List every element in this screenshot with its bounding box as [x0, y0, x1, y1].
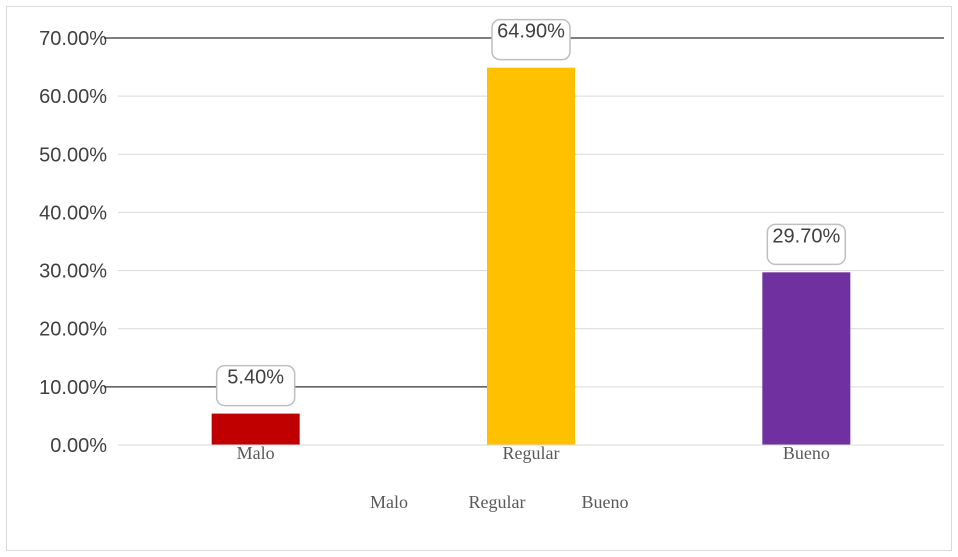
y-tick-label: 60.00% [39, 86, 107, 108]
y-tick-label: 30.00% [39, 261, 107, 283]
data-label-box [766, 223, 847, 266]
data-label: 64.90% [497, 21, 565, 43]
y-tick-label: 10.00% [39, 377, 107, 399]
y-tick-label: 40.00% [39, 202, 107, 224]
bar-bueno [762, 272, 851, 445]
bar-regular [487, 67, 575, 445]
legend-entry: Malo [370, 492, 408, 512]
y-tick-label: 70.00% [39, 28, 107, 50]
y-tick-label: 50.00% [39, 144, 107, 166]
x-tick-label: Malo [237, 443, 275, 463]
y-tick-label: 0.00% [50, 435, 107, 457]
bar-malo [211, 413, 300, 445]
legend-entry: Regular [469, 492, 526, 512]
x-tick-label: Bueno [783, 443, 830, 463]
y-tick-label: 20.00% [39, 319, 107, 341]
data-label-box [491, 18, 571, 61]
data-label: 29.70% [772, 225, 840, 247]
legend-entry: Bueno [582, 492, 629, 512]
data-label-box [215, 364, 296, 407]
x-tick-label: Regular [503, 443, 560, 463]
data-label: 5.40% [227, 367, 284, 389]
